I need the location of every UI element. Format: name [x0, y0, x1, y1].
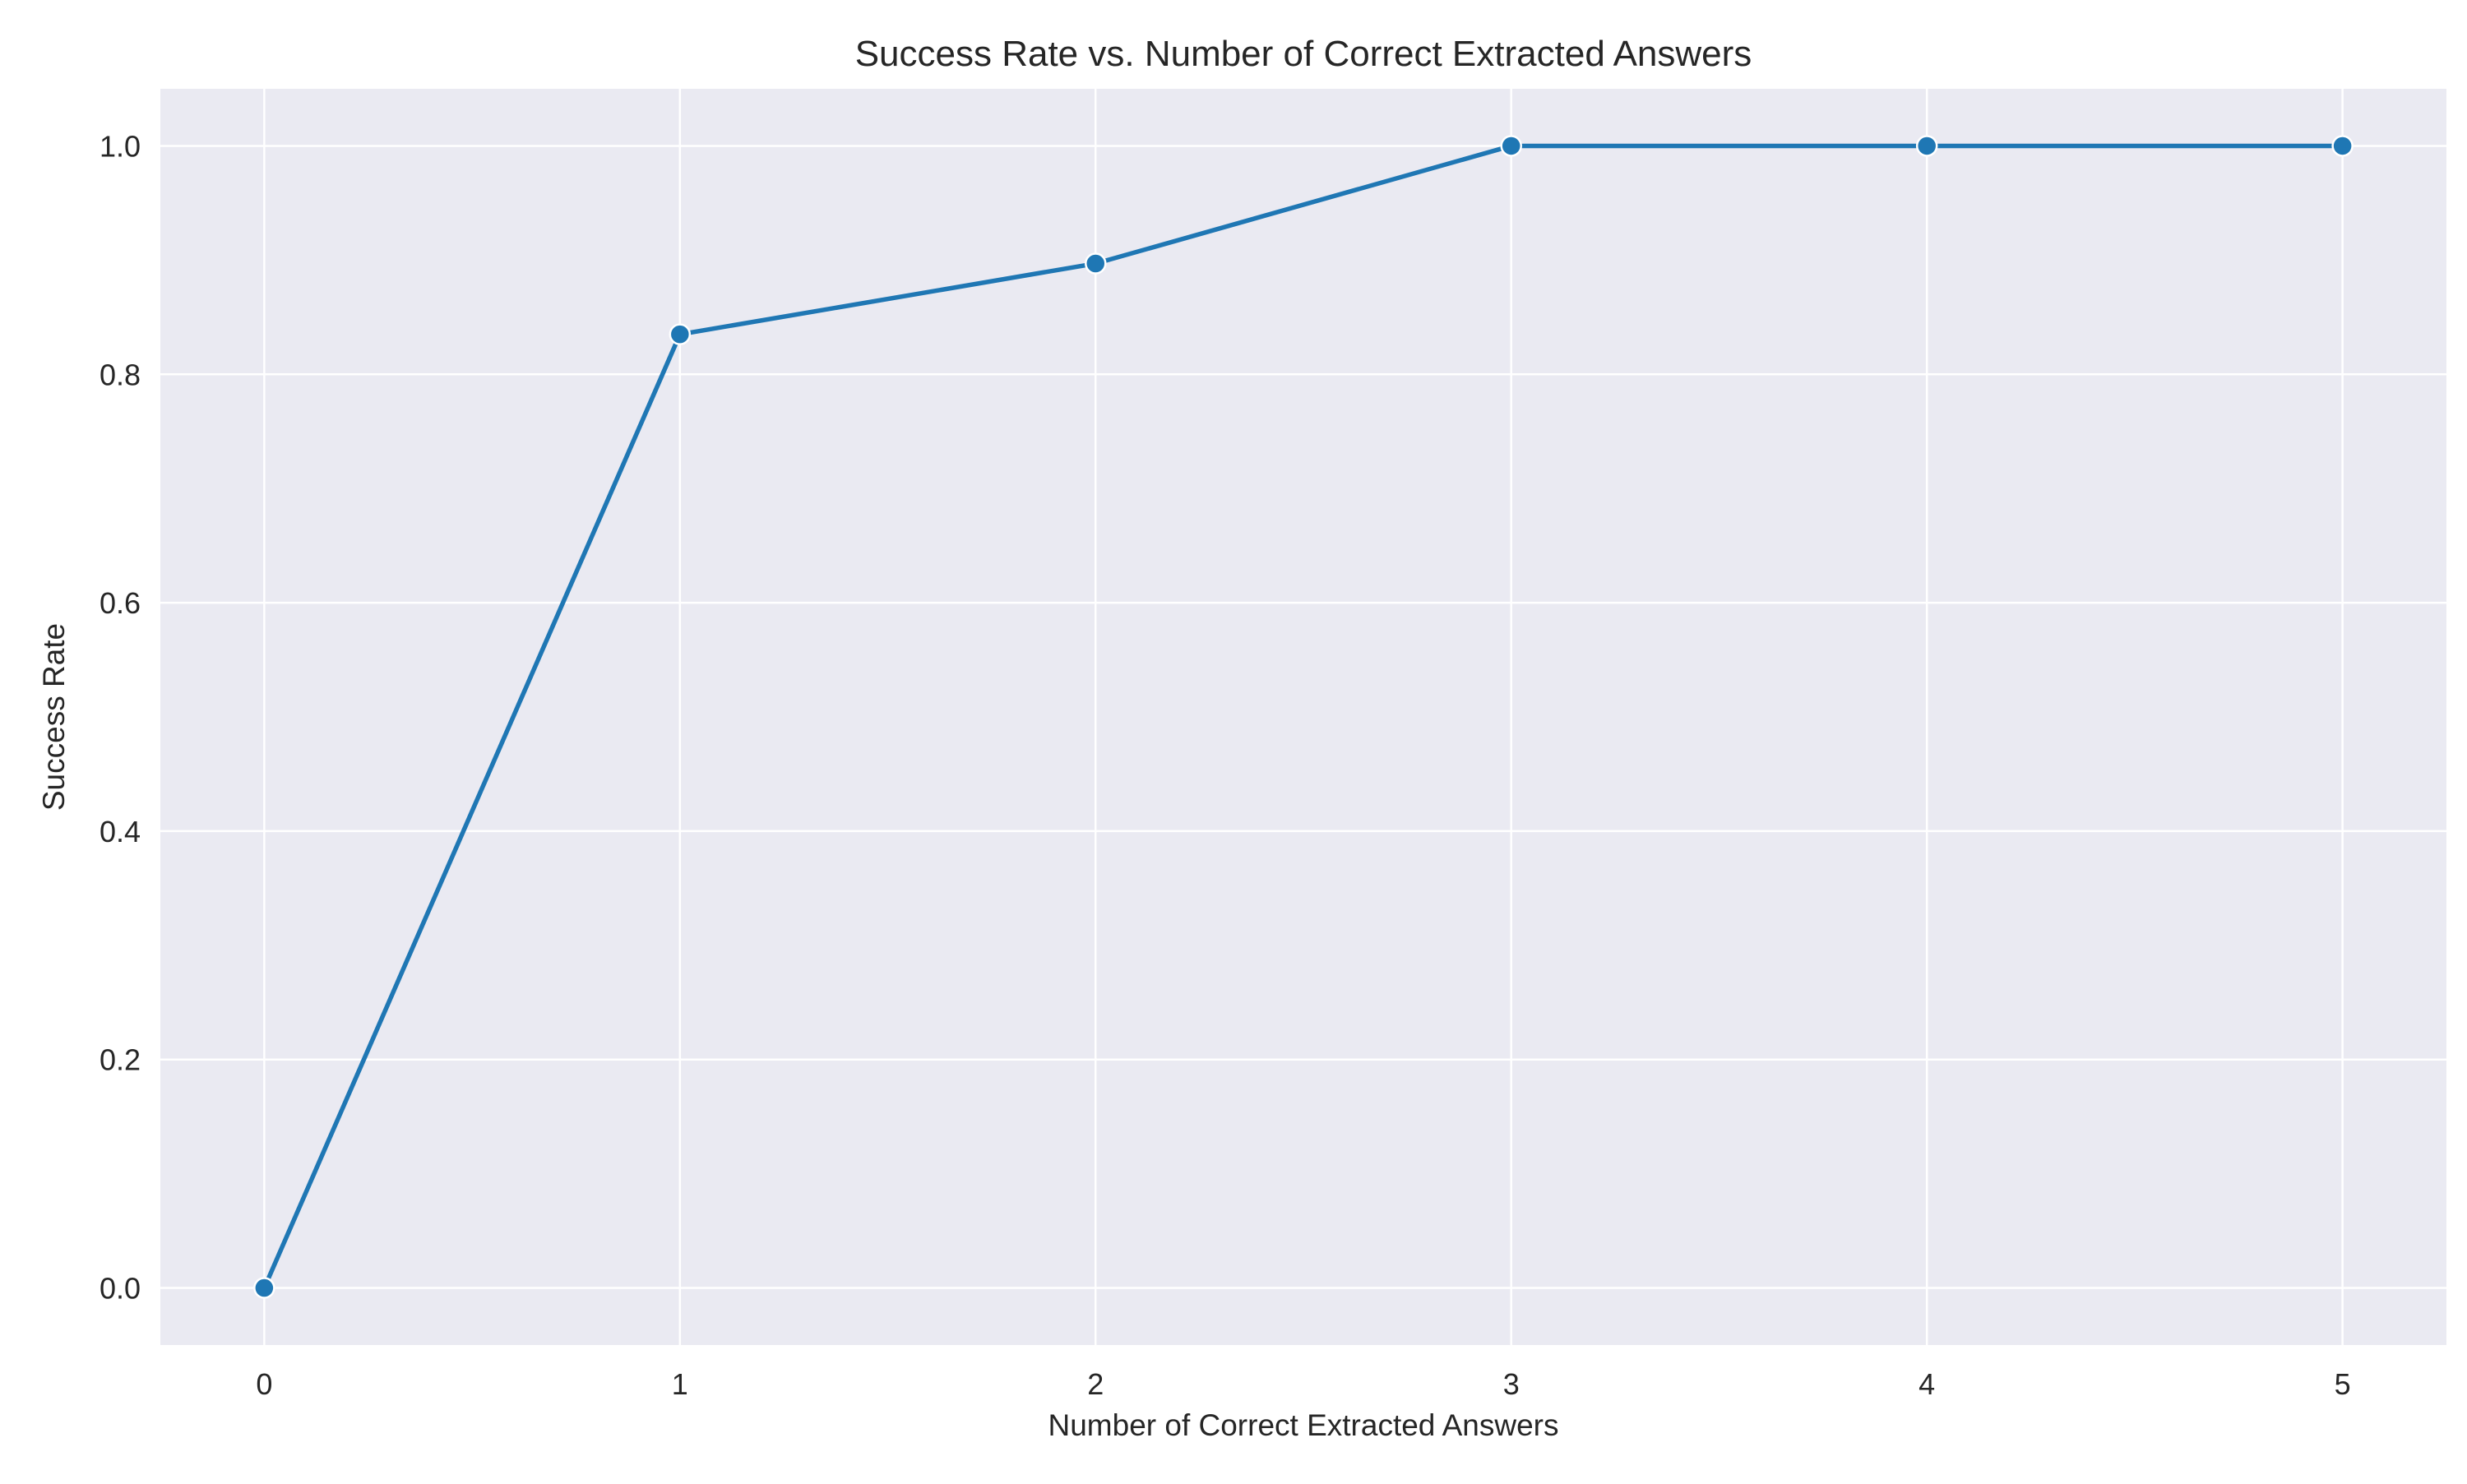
y-tick-label: 0.0 — [100, 1272, 141, 1306]
grid-lines — [160, 89, 2446, 1345]
y-tick-label: 0.2 — [100, 1043, 141, 1077]
data-point — [1915, 135, 1938, 157]
y-tick-label: 1.0 — [100, 129, 141, 163]
y-tick-label: 0.8 — [100, 358, 141, 391]
data-point — [2331, 135, 2354, 157]
data-point — [669, 323, 692, 345]
plot-area — [160, 89, 2446, 1345]
x-tick-label: 0 — [256, 1367, 272, 1401]
series-line — [262, 143, 2345, 1291]
y-tick-label: 0.4 — [100, 815, 141, 848]
series-layer — [253, 135, 2354, 1299]
data-point — [1085, 252, 1107, 275]
x-tick-label: 1 — [672, 1367, 688, 1401]
chart-title: Success Rate vs. Number of Correct Extra… — [855, 34, 1752, 74]
x-tick-label: 2 — [1087, 1367, 1104, 1401]
y-axis-label: Success Rate — [37, 623, 71, 811]
x-axis-label: Number of Correct Extracted Answers — [1048, 1408, 1559, 1442]
x-tick-label: 5 — [2335, 1367, 2351, 1401]
tick-labels: 0 1 2 3 4 5 0.0 0.2 0.4 0.6 0.8 1.0 — [100, 129, 2351, 1401]
x-tick-label: 4 — [1919, 1367, 1935, 1401]
y-tick-label: 0.6 — [100, 586, 141, 620]
data-point — [1500, 135, 1522, 157]
x-tick-label: 3 — [1503, 1367, 1520, 1401]
data-point — [253, 1277, 275, 1299]
